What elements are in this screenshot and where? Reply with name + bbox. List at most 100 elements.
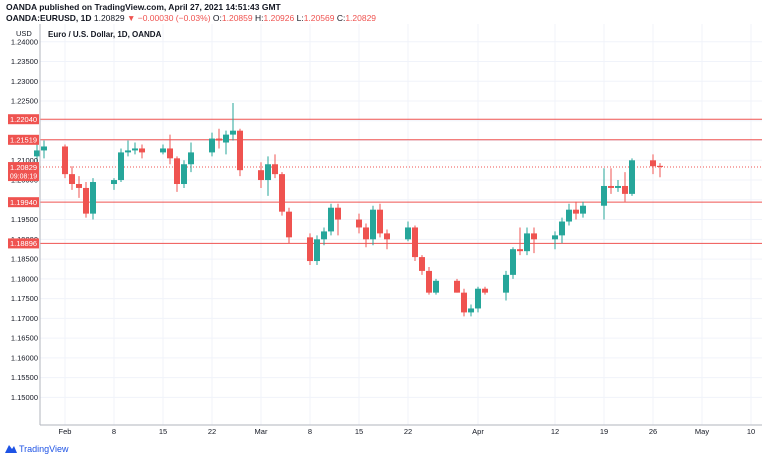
ohlc-line: OANDA:EURUSD, 1D 1.20829 ▼ −0.00030 (−0.… bbox=[6, 13, 376, 23]
time-axis[interactable]: Feb 8 15 22 Mar 8 15 22 Apr 12 19 26 May 10 bbox=[59, 427, 756, 436]
level-price-tag: 1.22040 bbox=[10, 115, 37, 124]
x-tick-label: 8 bbox=[112, 427, 116, 436]
level-price-tag-bg bbox=[8, 134, 39, 145]
level-price-tag-bg bbox=[8, 197, 39, 208]
x-tick-label: May bbox=[695, 427, 709, 436]
y-tick-label: 1.17000 bbox=[11, 314, 38, 323]
footer: TradingView bbox=[0, 440, 768, 458]
candle-body bbox=[125, 150, 131, 153]
candle-body bbox=[111, 180, 117, 185]
candle-body bbox=[90, 182, 96, 214]
candle-body bbox=[272, 164, 278, 175]
y-tick-label: 1.16500 bbox=[11, 334, 38, 343]
candle-body bbox=[377, 209, 383, 234]
candle-body bbox=[160, 148, 166, 153]
candle-body bbox=[188, 152, 194, 165]
candle-body bbox=[34, 150, 40, 157]
y-tick-label: 1.22500 bbox=[11, 97, 38, 106]
close-value: 1.20829 bbox=[345, 13, 377, 23]
last-price-tag-countdown: 09:08:19 bbox=[10, 174, 37, 181]
level-price-tag: 1.21519 bbox=[10, 135, 37, 144]
candle-body bbox=[405, 227, 411, 240]
x-tick-label: 15 bbox=[159, 427, 167, 436]
candle-body bbox=[384, 233, 390, 240]
candle-body bbox=[531, 233, 537, 240]
level-price-tag-bg bbox=[8, 114, 39, 125]
candlestick-chart[interactable]: 1.240001.235001.230001.225001.220001.215… bbox=[0, 0, 768, 440]
candle-body bbox=[139, 148, 145, 153]
y-tick-label: 1.18500 bbox=[11, 255, 38, 264]
high-value: 1.20926 bbox=[263, 13, 295, 23]
level-price-tag-bg bbox=[8, 238, 39, 249]
last-price-tag: 1.20829 bbox=[10, 163, 37, 172]
price-axis[interactable]: 1.240001.235001.230001.225001.220001.215… bbox=[11, 37, 38, 402]
candle-body bbox=[279, 174, 285, 212]
x-tick-label: 12 bbox=[551, 427, 559, 436]
y-tick-label: 1.21000 bbox=[11, 156, 38, 165]
grid bbox=[40, 24, 762, 425]
candle-body bbox=[132, 148, 138, 151]
candle-body bbox=[454, 280, 460, 293]
x-tick-label: 10 bbox=[747, 427, 755, 436]
candle-body bbox=[629, 160, 635, 194]
candle-body bbox=[468, 308, 474, 313]
tradingview-logo-icon bbox=[5, 445, 17, 453]
level-price-tag: 1.19940 bbox=[10, 198, 37, 207]
x-tick-label: 8 bbox=[308, 427, 312, 436]
publisher-line-text: OANDA published on TradingView.com, Apri… bbox=[6, 2, 281, 12]
candle-body bbox=[237, 130, 243, 171]
candle-body bbox=[76, 184, 82, 188]
candle-body bbox=[370, 209, 376, 240]
candle-body bbox=[118, 152, 124, 181]
candle-body bbox=[517, 249, 523, 252]
y-tick-label: 1.17500 bbox=[11, 294, 38, 303]
candle-body bbox=[412, 227, 418, 258]
last-price-tag-bg bbox=[8, 162, 39, 182]
horizontal-levels bbox=[40, 118, 762, 244]
symbol-label: OANDA:EURUSD, 1D bbox=[6, 13, 92, 23]
low-value: 1.20569 bbox=[303, 13, 335, 23]
candle-body bbox=[83, 187, 89, 214]
candle-body bbox=[461, 292, 467, 313]
x-tick-label: 22 bbox=[404, 427, 412, 436]
level-price-tag: 1.18896 bbox=[10, 239, 37, 248]
candle-body bbox=[41, 146, 47, 151]
candle-body bbox=[258, 170, 264, 181]
candle-body bbox=[363, 227, 369, 240]
y-tick-label: 1.23500 bbox=[11, 57, 38, 66]
price-axis-unit: USD bbox=[16, 29, 32, 38]
y-tick-label: 1.16000 bbox=[11, 353, 38, 362]
open-label: O: bbox=[212, 13, 222, 23]
change-text: ▼ −0.00030 (−0.03%) bbox=[126, 13, 211, 23]
x-tick-label: 19 bbox=[600, 427, 608, 436]
candle-body bbox=[650, 160, 656, 167]
candle-body bbox=[622, 185, 628, 194]
low-label: L: bbox=[296, 13, 304, 23]
candle-body bbox=[524, 233, 530, 252]
tradingview-brand: TradingView bbox=[19, 444, 69, 454]
candle-body bbox=[265, 164, 271, 181]
candle-body bbox=[552, 235, 558, 240]
candle-body bbox=[314, 239, 320, 262]
candle-body bbox=[601, 185, 607, 206]
candle-body bbox=[286, 211, 292, 238]
candle-body bbox=[510, 249, 516, 275]
chart-title: Euro / U.S. Dollar, 1D, OANDA bbox=[48, 30, 162, 39]
close-label: C: bbox=[336, 13, 346, 23]
candle-body bbox=[181, 164, 187, 185]
publisher-line: OANDA published on TradingView.com, Apri… bbox=[6, 2, 281, 12]
candle-body bbox=[209, 138, 215, 153]
y-tick-label: 1.15000 bbox=[11, 393, 38, 402]
candle-body bbox=[62, 146, 68, 175]
x-tick-label: Feb bbox=[59, 427, 72, 436]
candle-body bbox=[216, 138, 222, 141]
x-tick-label: 15 bbox=[355, 427, 363, 436]
candle-body bbox=[223, 134, 229, 143]
y-tick-label: 1.18000 bbox=[11, 274, 38, 283]
candle-body bbox=[426, 270, 432, 293]
candle-body bbox=[230, 130, 236, 135]
candle-body bbox=[482, 288, 488, 293]
x-tick-label: 26 bbox=[649, 427, 657, 436]
candle-body bbox=[657, 165, 663, 168]
candle-body bbox=[503, 274, 509, 293]
